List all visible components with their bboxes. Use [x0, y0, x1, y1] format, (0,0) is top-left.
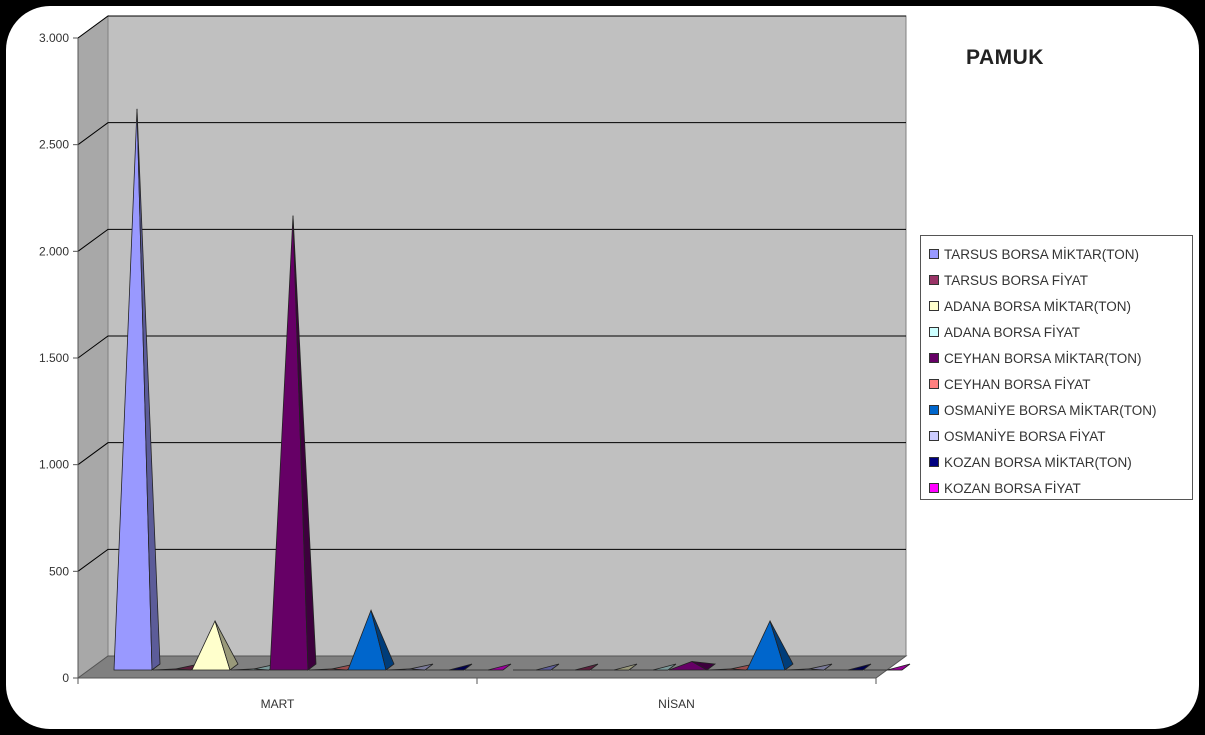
legend-swatch [929, 483, 939, 493]
gridline [77, 442, 906, 466]
bar-6-mart [308, 663, 356, 671]
bar-2-ni̇san [552, 663, 599, 671]
legend-label: TARSUS BORSA MİKTAR(TON) [944, 246, 1140, 262]
legend-label: TARSUS BORSA FİYAT [944, 272, 1089, 288]
x-tick-label: NİSAN [658, 697, 695, 711]
legend-swatch [929, 275, 939, 285]
bar-1-mart [113, 108, 161, 671]
legend-swatch [929, 249, 939, 259]
legend-swatch [929, 301, 939, 311]
legend-item: OSMANİYE BORSA MİKTAR(TON) [929, 397, 1192, 423]
chart-frame: 0 500 1.000 1.500 2.000 2.500 3.000 MART NİSAN P… [6, 6, 1199, 729]
legend-label: OSMANİYE BORSA MİKTAR(TON) [944, 402, 1157, 418]
legend-swatch [929, 379, 939, 389]
gridline [77, 548, 906, 572]
bar-3-mart [191, 619, 239, 671]
legend-swatch [929, 457, 939, 467]
legend-label: KOZAN BORSA MİKTAR(TON) [944, 454, 1132, 470]
gridline [77, 15, 906, 39]
bar-3-ni̇san [591, 663, 638, 671]
bar-7-ni̇san [746, 619, 794, 671]
bar-5-mart [269, 215, 317, 671]
legend: TARSUS BORSA MİKTAR(TON) TARSUS BORSA FİY… [920, 235, 1193, 500]
legend-item: OSMANİYE BORSA FİYAT [929, 423, 1192, 449]
legend-label: ADANA BORSA FİYAT [944, 324, 1081, 340]
y-tick-label: 1.500 [39, 351, 69, 365]
y-tick-label: 2.500 [39, 138, 69, 152]
bar-7-mart [347, 608, 395, 671]
y-tick-label: 3.000 [39, 31, 69, 45]
legend-item: CEYHAN BORSA FİYAT [929, 371, 1192, 397]
legend-label: OSMANİYE BORSA FİYAT [944, 428, 1106, 444]
bar-10-mart [465, 663, 512, 671]
y-tick-label: 2.000 [39, 244, 69, 258]
bar-6-ni̇san [707, 663, 755, 671]
legend-item: TARSUS BORSA MİKTAR(TON) [929, 241, 1192, 267]
gridline [77, 335, 906, 359]
legend-swatch [929, 405, 939, 415]
y-tick-label: 0 [62, 671, 69, 685]
legend-item: KOZAN BORSA MİKTAR(TON) [929, 449, 1192, 475]
chart-plot: 0 500 1.000 1.500 2.000 2.500 3.000 MART NİSAN [39, 15, 911, 711]
legend-swatch [929, 431, 939, 441]
legend-swatch [929, 353, 939, 363]
gridline [77, 122, 906, 146]
bar-8-mart [386, 663, 434, 671]
legend-label: ADANA BORSA MİKTAR(TON) [944, 298, 1132, 314]
y-tick-label: 1.000 [39, 458, 69, 472]
bar-10-ni̇san [864, 663, 911, 671]
legend-item: ADANA BORSA MİKTAR(TON) [929, 293, 1192, 319]
legend-item: CEYHAN BORSA MİKTAR(TON) [929, 345, 1192, 371]
legend-item: ADANA BORSA FİYAT [929, 319, 1192, 345]
bar-8-ni̇san [785, 663, 833, 671]
legend-item: KOZAN BORSA FİYAT [929, 475, 1192, 501]
legend-swatch [929, 327, 939, 337]
gridline [77, 228, 906, 252]
chart-title: PAMUK [966, 46, 1044, 69]
bar-9-ni̇san [825, 663, 872, 671]
y-tick-label: 500 [49, 564, 69, 578]
legend-label: CEYHAN BORSA FİYAT [944, 376, 1091, 392]
legend-item: TARSUS BORSA FİYAT [929, 267, 1192, 293]
bar-4-ni̇san [630, 663, 677, 671]
legend-label: KOZAN BORSA FİYAT [944, 480, 1081, 496]
bar-1-ni̇san [513, 663, 560, 671]
x-tick-label: MART [261, 697, 295, 711]
bar-5-ni̇san [668, 661, 717, 671]
bar-9-mart [426, 663, 473, 671]
legend-label: CEYHAN BORSA MİKTAR(TON) [944, 350, 1142, 366]
